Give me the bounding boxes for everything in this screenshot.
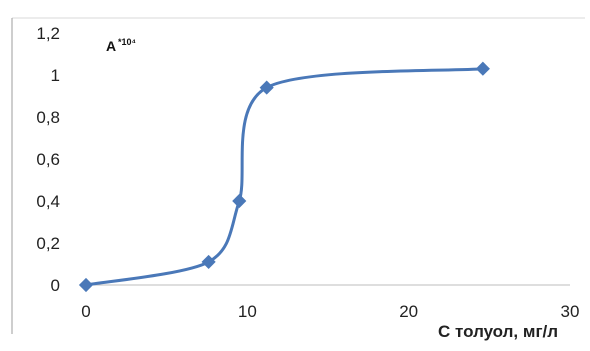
y-tick-label: 0,6 [36,150,60,169]
data-point-marker [475,61,490,76]
data-point-marker [259,80,274,95]
x-axis-ticks: 0 10 20 30 [81,302,579,321]
data-point-marker [201,254,216,269]
data-point-marker [78,277,94,293]
y-tick-label: 1,2 [36,24,60,43]
y-axis-title-suffix: *10⁴ [118,37,136,47]
y-tick-label: 0 [51,276,60,295]
x-tick-label: 20 [399,302,418,321]
y-tick-label: 0,8 [36,108,60,127]
y-tick-label: 0,2 [36,234,60,253]
x-axis-title: C толуол, мг/л [438,322,558,341]
x-tick-label: 0 [81,302,90,321]
series-line [84,67,485,287]
y-tick-label: 1 [51,66,60,85]
data-point-marker [232,193,247,209]
y-axis-ticks: 0 0,2 0,4 0,6 0,8 1 1,2 [36,24,60,295]
y-axis-title: A [106,38,116,54]
series-group [78,61,490,293]
x-tick-label: 10 [238,302,257,321]
x-tick-label: 30 [561,302,580,321]
y-tick-label: 0,4 [36,192,60,211]
